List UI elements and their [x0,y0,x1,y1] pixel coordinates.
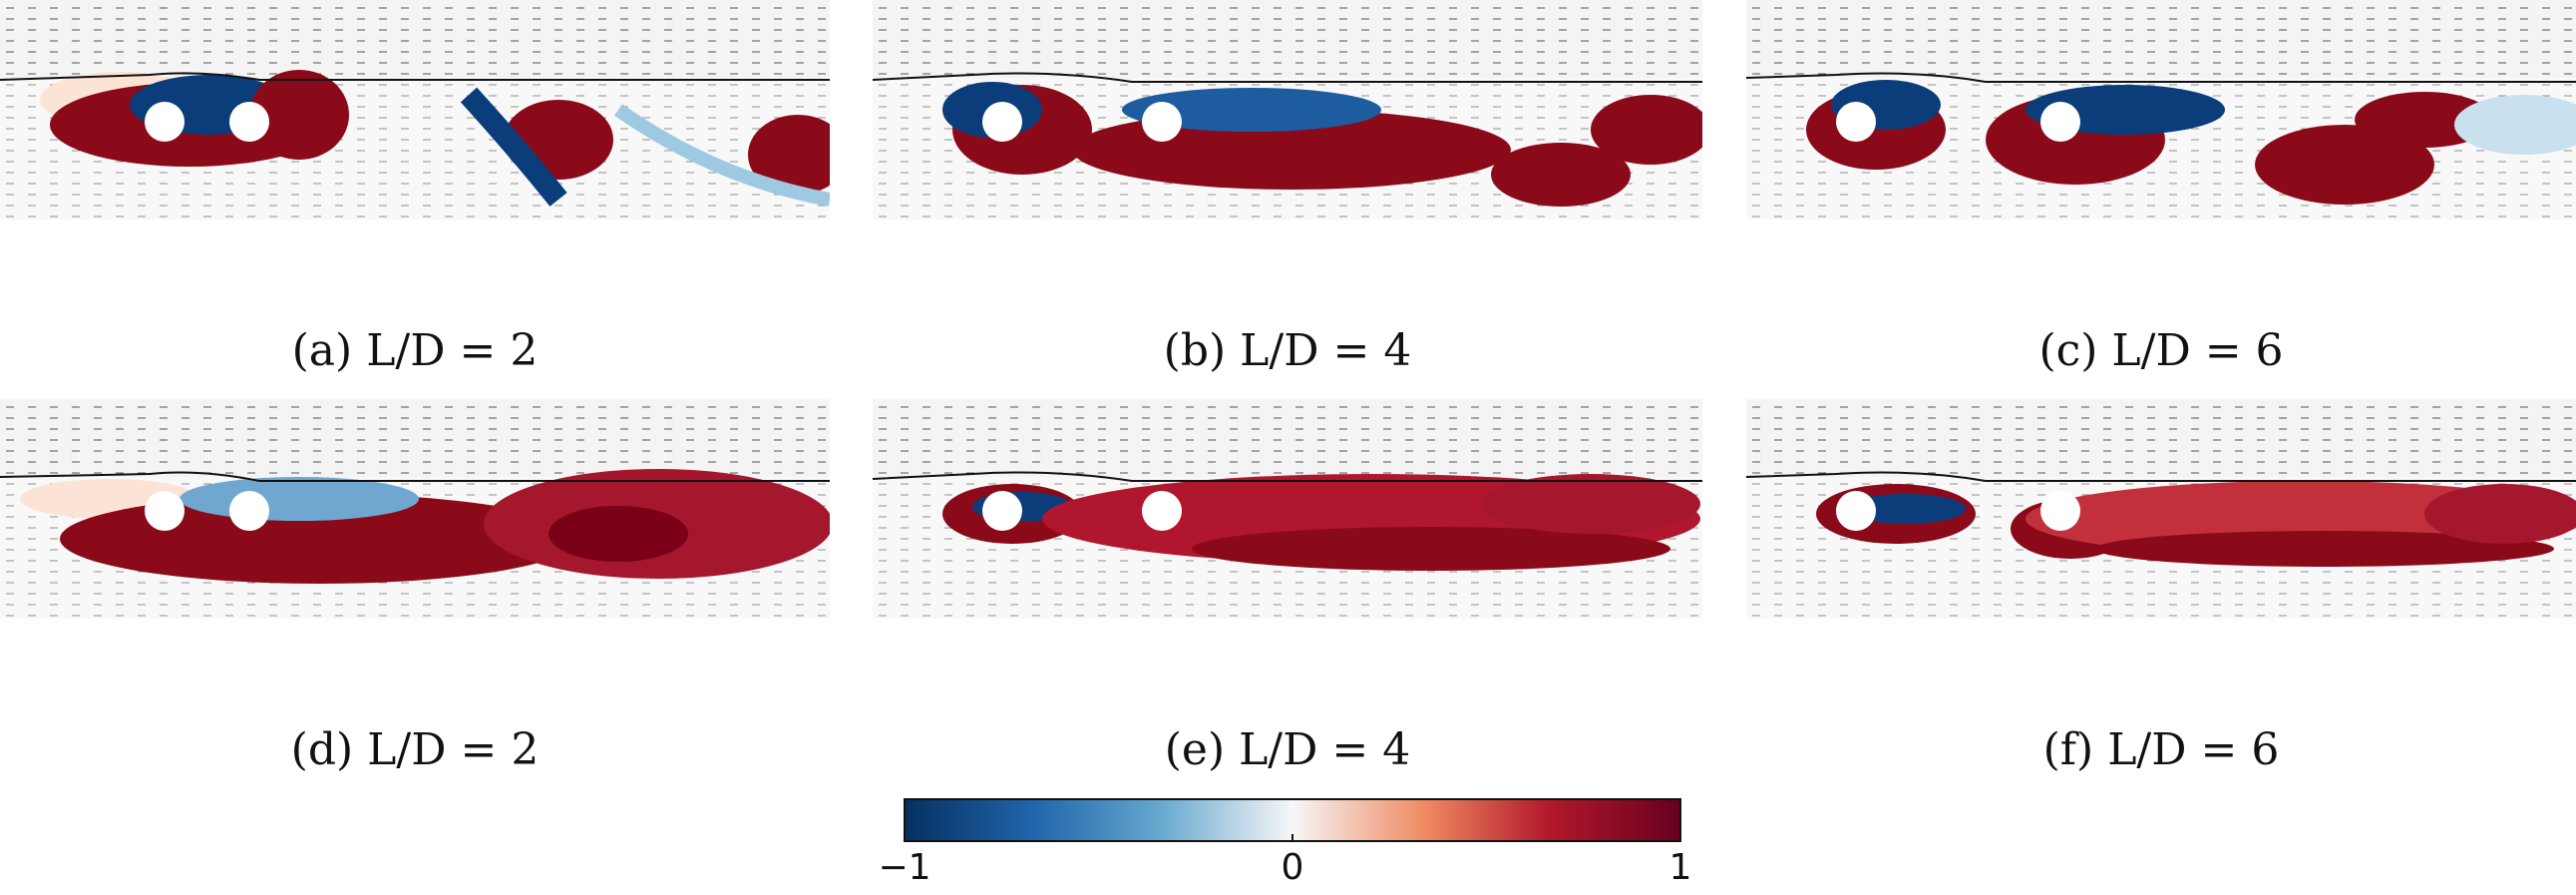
panel-a-vorticity-field [0,0,830,220]
caption-b: (b) L/D = 4 [1163,325,1412,376]
cylinder-icon [2040,102,2080,142]
colorbar-mid-label: 0 [1281,847,1304,888]
caption-f: (f) L/D = 6 [2042,724,2280,775]
free-surface-line [1746,471,2576,482]
cylinder-icon [145,102,184,142]
caption-d: (d) L/D = 2 [290,724,540,775]
panel-d-vorticity-field [0,399,830,619]
cylinder-icon [229,102,269,142]
panel-e-vorticity-field [873,399,1702,619]
cylinder-icon [145,491,184,531]
cylinder-icon [2040,491,2080,531]
free-surface-line [1746,72,2576,83]
caption-e: (e) L/D = 4 [1164,724,1411,775]
free-surface-line [873,72,1702,83]
colorbar [904,798,1681,842]
panel-f-vorticity-field [1746,399,2576,619]
free-surface-line [0,72,830,81]
free-surface-line [0,471,830,482]
colorbar-min-label: −1 [878,847,931,888]
cylinder-icon [229,491,269,531]
free-surface-line [873,471,1702,482]
panel-c-vorticity-field [1746,0,2576,220]
cylinder-icon [982,491,1022,531]
cylinder-icon [1142,102,1182,142]
panel-b-vorticity-field [873,0,1702,220]
cylinder-icon [982,102,1022,142]
cylinder-icon [1836,102,1876,142]
colorbar-max-label: 1 [1668,847,1692,888]
cylinder-icon [1836,491,1876,531]
caption-c: (c) L/D = 6 [2038,325,2284,376]
cylinder-icon [1142,491,1182,531]
caption-a: (a) L/D = 2 [291,325,539,376]
